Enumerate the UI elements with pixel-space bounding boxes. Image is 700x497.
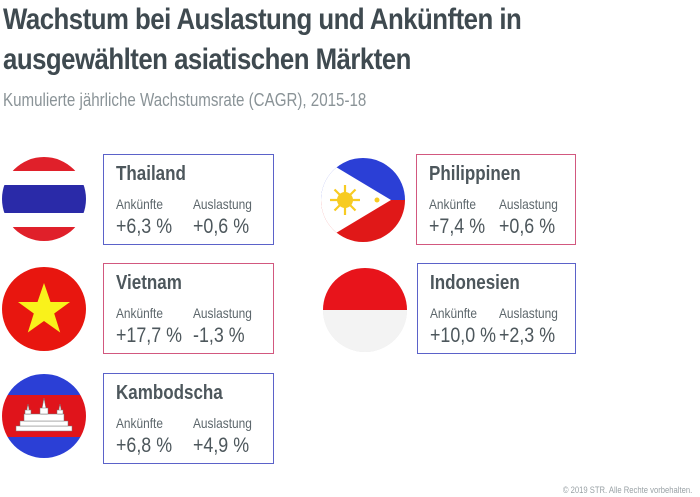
country-name: Philippinen [429, 163, 521, 185]
arrivals-label: Ankünfte [430, 305, 477, 321]
occupancy-value: +0,6 % [499, 215, 556, 238]
occupancy-label: Auslastung [499, 196, 558, 212]
occupancy-value: +0,6 % [193, 215, 250, 238]
copyright-notice: © 2019 STR. Alle Rechte vorbehalten. [562, 485, 692, 495]
country-card-vietnam: Vietnam Ankünfte Auslastung +17,7 % -1,3… [103, 263, 274, 354]
arrivals-label: Ankünfte [116, 415, 163, 431]
thailand-flag-icon [2, 157, 86, 241]
country-card-cambodia: Kambodscha Ankünfte Auslastung +6,8 % +4… [103, 373, 274, 464]
occupancy-value: +4,9 % [193, 434, 250, 457]
arrivals-label: Ankünfte [429, 196, 476, 212]
arrivals-value: +6,8 % [116, 434, 173, 457]
occupancy-label: Auslastung [499, 305, 558, 321]
indonesia-flag-icon [323, 268, 407, 352]
country-card-indonesia: Indonesien Ankünfte Auslastung +10,0 % +… [417, 263, 576, 354]
arrivals-value: +17,7 % [116, 324, 183, 347]
arrivals-label: Ankünfte [116, 196, 163, 212]
occupancy-label: Auslastung [193, 196, 252, 212]
country-name: Thailand [116, 163, 186, 185]
occupancy-label: Auslastung [193, 305, 252, 321]
country-name: Vietnam [116, 272, 182, 294]
country-name: Kambodscha [116, 382, 223, 404]
country-card-philippines: Philippinen Ankünfte Auslastung +7,4 % +… [416, 154, 576, 245]
cambodia-flag-icon [2, 374, 86, 458]
title-line-2: ausgewählten asiatischen Märkten [3, 43, 411, 76]
occupancy-label: Auslastung [193, 415, 252, 431]
vietnam-flag-icon [2, 267, 86, 351]
title-line-1: Wachstum bei Auslastung und Ankünften in [3, 3, 522, 36]
philippines-flag-icon [321, 158, 405, 242]
country-card-thailand: Thailand Ankünfte Auslastung +6,3 % +0,6… [103, 154, 274, 245]
arrivals-value: +10,0 % [430, 324, 497, 347]
country-name: Indonesien [430, 272, 520, 294]
occupancy-value: -1,3 % [193, 324, 245, 347]
arrivals-label: Ankünfte [116, 305, 163, 321]
occupancy-value: +2,3 % [499, 324, 556, 347]
page-title: Wachstum bei Auslastung und Ankünften in… [3, 0, 596, 80]
arrivals-value: +7,4 % [429, 215, 486, 238]
arrivals-value: +6,3 % [116, 215, 173, 238]
subtitle: Kumulierte jährliche Wachstumsrate (CAGR… [3, 90, 367, 110]
